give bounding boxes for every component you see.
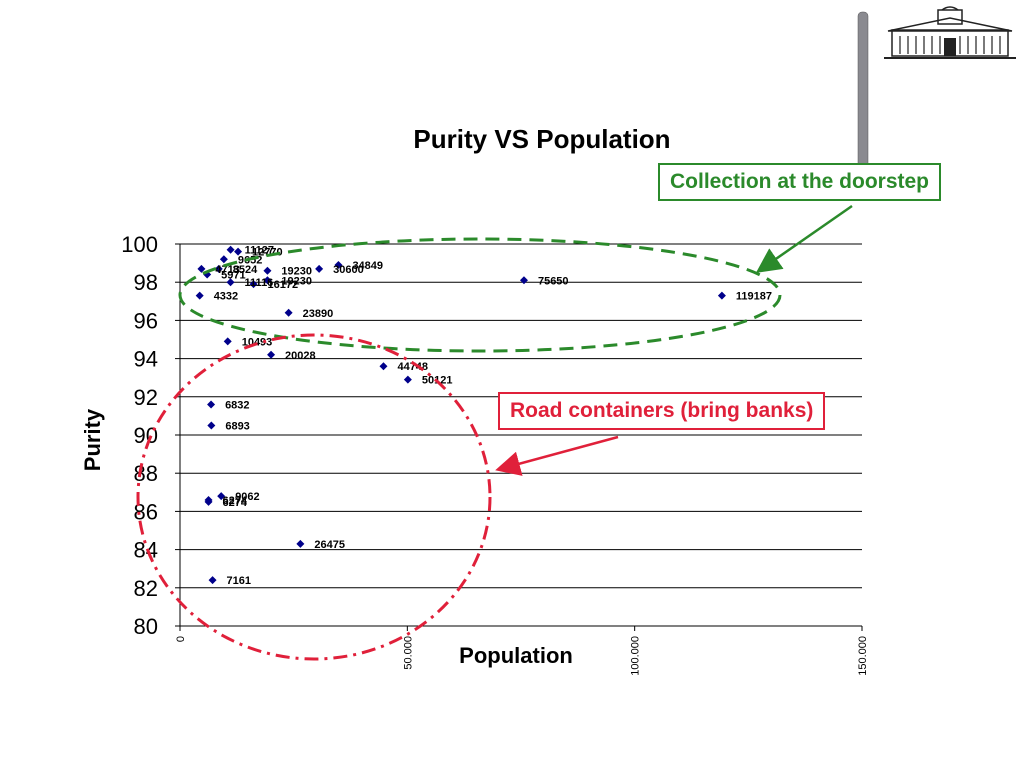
road-ellipse [136,333,492,661]
data-label: 23890 [303,308,334,320]
y-tick-label: 96 [134,308,158,333]
data-label: 5971 [221,270,245,282]
x-tick-label: 150.000 [857,636,869,676]
data-label: 11127 [245,245,274,257]
x-tick-labels: 0 50.000 100.000 150.000 [175,636,869,676]
data-label: 6274 [223,497,248,509]
data-point [267,350,276,359]
data-point [249,280,258,289]
data-label: 6893 [225,420,249,432]
data-label: 12770 [252,247,283,259]
data-label: 19230 [281,266,312,278]
data-point [195,291,204,300]
y-tick-label: 80 [134,614,158,639]
road-arrow [495,435,619,476]
data-point [519,276,528,285]
data-point [284,308,293,317]
data-label: 8524 [233,264,258,276]
data-point [379,362,388,371]
data-point [334,261,343,270]
y-tick-label: 90 [134,423,158,448]
data-point [226,278,235,287]
doorstep-ellipse [178,237,782,353]
data-label: 34849 [352,260,383,272]
doorstep-callout: Collection at the doorstep [658,163,942,201]
data-label: 30600 [333,264,364,276]
y-tick-label: 98 [134,270,158,295]
data-point [263,266,272,275]
y-tick-label: 94 [134,347,158,372]
x-tick-label: 100.000 [630,636,642,676]
data-label: 11116 [245,277,274,289]
data-label: 9062 [235,491,259,503]
x-tick-label: 50.000 [402,636,414,670]
data-point [204,495,213,504]
data-point [217,492,226,501]
y-tick-label: 88 [134,461,158,486]
data-point [234,247,243,256]
data-label: 6274 [223,495,248,507]
y-tick-label: 82 [134,576,158,601]
chart-title: Purity VS Population [413,124,671,154]
data-point [226,245,235,254]
bead-strip-decoration [857,11,869,183]
x-tick-label: 0 [175,636,187,642]
road-callout: Road containers (bring banks) [498,392,826,430]
data-point [223,337,232,346]
data-point [208,576,217,585]
y-axis-label: Purity [80,408,105,471]
data-label: 7161 [227,575,251,587]
data-point [207,400,216,409]
data-point [207,421,216,430]
data-point [403,375,412,384]
axes [175,243,863,631]
data-label: 19230 [281,275,312,287]
y-tick-label: 100 [121,232,158,257]
data-label: 16172 [268,279,299,291]
doorstep-arrow [755,204,853,273]
data-point [197,264,206,273]
data-label: 6832 [225,399,249,411]
data-label: 44748 [397,361,428,373]
data-point [219,255,228,264]
data-label: 26475 [314,539,345,551]
data-points [195,245,726,585]
building-logo [882,6,1018,60]
x-axis-label: Population [459,643,573,668]
data-point [296,539,305,548]
data-label: 75650 [538,275,569,287]
data-point [717,291,726,300]
data-label: 119187 [736,291,772,303]
data-label: 4332 [214,291,238,303]
data-label: 20028 [285,350,316,362]
data-point [263,276,272,285]
data-point [315,264,324,273]
y-tick-label: 92 [134,385,158,410]
data-point [214,264,223,273]
data-label: 4713 [215,264,239,276]
